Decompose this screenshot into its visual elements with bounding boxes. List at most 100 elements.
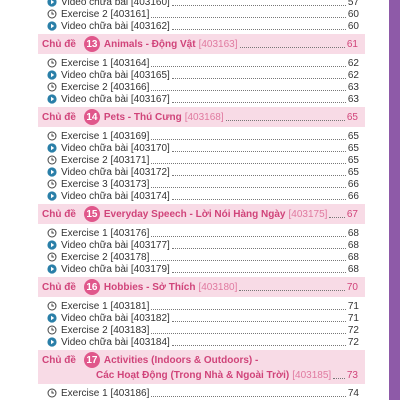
leader (151, 180, 346, 188)
topic-code: [403185] (292, 369, 332, 381)
clock-icon (47, 155, 57, 165)
play-icon (47, 70, 57, 80)
leader (171, 71, 346, 79)
clock-icon (47, 252, 57, 262)
leader (171, 0, 346, 6)
leader (151, 229, 346, 237)
topic-band (38, 277, 365, 297)
topic-header: Chủ đề 14 Pets - Thú Cưng [403168] 65 (42, 109, 358, 125)
clock-icon (47, 388, 57, 398)
entry-label: Video chữa bài [403167] (61, 93, 170, 105)
toc-entry: Video chữa bài [403160] 57 (47, 0, 359, 8)
entry-page: 57 (347, 0, 359, 8)
toc-entry: Exercise 1 [403186] 74 (47, 387, 359, 399)
topic-page: 65 (346, 111, 358, 123)
clock-icon (47, 82, 57, 92)
topic-page: 67 (346, 208, 358, 220)
entry-page: 60 (347, 20, 359, 32)
topic-label: Chủ đề (42, 281, 76, 293)
topic-band (38, 107, 365, 127)
play-icon (47, 240, 57, 250)
topic-page: 73 (346, 369, 358, 381)
topic-code: [403180] (198, 281, 238, 293)
leader (171, 314, 346, 322)
entry-page: 68 (347, 239, 359, 251)
entry-page: 65 (347, 166, 359, 178)
entry-label: Video chữa bài [403162] (61, 20, 170, 32)
topic-title: Hobbies - Sở Thích (103, 281, 196, 293)
topic-title: Các Hoạt Động (Trong Nhà & Ngoài Trời) (96, 369, 290, 381)
leader (171, 144, 346, 152)
topic-title: Animals - Động Vật (103, 38, 196, 50)
entry-page: 65 (347, 142, 359, 154)
clock-icon (47, 131, 57, 141)
clock-icon (47, 228, 57, 238)
clock-icon (47, 301, 57, 311)
topic-header: Các Hoạt Động (Trong Nhà & Ngoài Trời) [4… (42, 367, 358, 383)
entry-label: Video chữa bài [403172] (61, 166, 170, 178)
topic-page: 61 (346, 38, 358, 50)
topic-band (38, 34, 365, 54)
entry-label: Exercise 2 [403183] (61, 324, 150, 336)
entry-label: Video chữa bài [403160] (61, 0, 170, 8)
topic-number: 15 (83, 206, 100, 222)
clock-icon (47, 58, 57, 68)
entry-label: Video chữa bài [403174] (61, 190, 170, 202)
entry-label: Video chữa bài [403177] (61, 239, 170, 251)
toc-entry: Video chữa bài [403174] 66 (47, 190, 359, 202)
topic-number: 16 (83, 279, 100, 295)
leader (171, 95, 346, 103)
entry-page: 66 (347, 190, 359, 202)
leader (151, 132, 346, 140)
leader (151, 10, 346, 18)
toc-entry: Exercise 2 [403178] 68 (47, 251, 359, 263)
play-icon (47, 313, 57, 323)
entry-label: Exercise 2 [403161] (61, 8, 150, 20)
play-icon (47, 191, 57, 201)
entry-label: Video chữa bài [403179] (61, 263, 170, 275)
entry-page: 63 (347, 93, 359, 105)
toc-entry: Exercise 2 [403183] 72 (47, 324, 359, 336)
play-icon (47, 167, 57, 177)
leader (151, 389, 346, 397)
entry-page: 71 (347, 312, 359, 324)
play-icon (47, 143, 57, 153)
entry-page: 72 (347, 324, 359, 336)
entry-label: Exercise 1 [403176] (61, 227, 150, 239)
clock-icon (47, 179, 57, 189)
leader (239, 40, 345, 48)
toc-entry: Video chữa bài [403172] 65 (47, 166, 359, 178)
entry-page: 60 (347, 8, 359, 20)
entry-page: 65 (347, 130, 359, 142)
clock-icon (47, 325, 57, 335)
topic-header: Chủ đề 16 Hobbies - Sở Thích [403180] 70 (42, 279, 358, 295)
entry-page: 68 (347, 263, 359, 275)
topic-title: Activities (Indoors & Outdoors) - (103, 354, 259, 366)
entry-label: Exercise 2 [403178] (61, 251, 150, 263)
leader (151, 326, 346, 334)
topic-number: 14 (83, 109, 100, 125)
toc-entry: Video chữa bài [403184] 72 (47, 336, 359, 348)
topic-page: 70 (346, 281, 358, 293)
toc-entry: Exercise 2 [403166] 63 (47, 81, 359, 93)
topic-header: Chủ đề 17 Activities (Indoors & Outdoors) … (42, 352, 358, 368)
toc-entry: Exercise 2 [403161] 60 (47, 8, 359, 20)
topic-title: Pets - Thú Cưng (103, 111, 182, 123)
toc-entry: Video chữa bài [403170] 65 (47, 142, 359, 154)
side-strip (389, 0, 400, 400)
leader (171, 338, 346, 346)
toc-entry: Exercise 1 [403181] 71 (47, 300, 359, 312)
leader (171, 192, 346, 200)
toc-entry: Video chữa bài [403182] 71 (47, 312, 359, 324)
toc-entry: Exercise 1 [403169] 65 (47, 130, 359, 142)
entry-page: 62 (347, 69, 359, 81)
entry-label: Exercise 1 [403181] (61, 300, 150, 312)
leader (225, 113, 345, 121)
topic-header: Chủ đề 13 Animals - Động Vật [403163] 61 (42, 36, 358, 52)
play-icon (47, 21, 57, 31)
leader (171, 241, 346, 249)
toc-entry: Exercise 1 [403164] 62 (47, 57, 359, 69)
play-icon (47, 337, 57, 347)
toc-entry: Exercise 2 [403171] 65 (47, 154, 359, 166)
